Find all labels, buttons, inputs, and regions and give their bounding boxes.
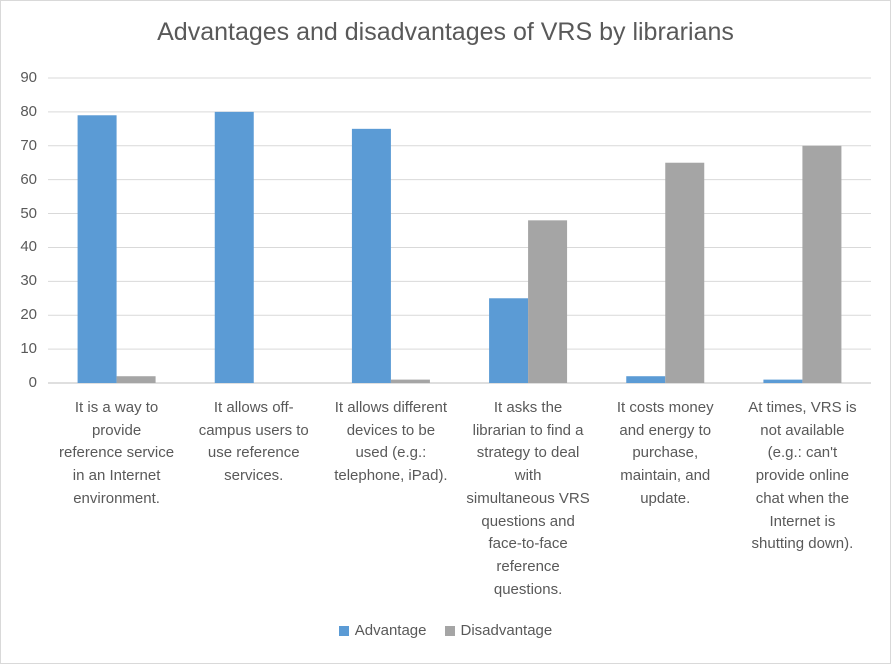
legend: Advantage Disadvantage <box>0 622 891 639</box>
x-tick-label: It is a way to provide reference service… <box>59 399 175 507</box>
y-tick-label: 40 <box>20 238 37 256</box>
bar-advantage-5 <box>626 376 666 383</box>
bar-advantage-1 <box>77 115 117 384</box>
legend-item-disadvantage: Disadvantage <box>444 622 553 639</box>
x-tick-label: At times, VRS is not available (e.g.: ca… <box>748 399 857 553</box>
x-tick-label: It costs money and energy to purchase, m… <box>616 399 714 507</box>
bar-advantage-6 <box>763 379 803 383</box>
bar-advantage-3 <box>351 128 391 383</box>
legend-label-advantage: Advantage <box>354 622 427 639</box>
bar-disadvantage-6 <box>802 145 842 383</box>
bar-advantage-2 <box>214 111 254 383</box>
bar-advantage-4 <box>489 298 529 383</box>
bar-disadvantage-5 <box>665 162 705 383</box>
y-tick-label: 0 <box>28 374 37 391</box>
y-tick-label: 70 <box>20 136 37 154</box>
y-tick-label: 20 <box>20 306 37 324</box>
bar-disadvantage-4 <box>528 220 568 383</box>
legend-swatch-disadvantage <box>444 625 455 636</box>
chart-title: Advantages and disadvantages of VRS by l… <box>157 18 734 46</box>
y-tick-label: 30 <box>20 272 37 290</box>
legend-item-advantage: Advantage <box>338 622 427 639</box>
x-tick-label: It allows off- campus users to use refer… <box>198 399 309 485</box>
y-tick-label: 10 <box>20 340 37 358</box>
y-tick-label: 60 <box>20 170 37 188</box>
y-tick-label: 50 <box>20 204 37 222</box>
bar-disadvantage-3 <box>390 379 430 383</box>
x-tick-label: It asks the librarian to find a strategy… <box>466 399 590 598</box>
bar-disadvantage-1 <box>116 376 156 383</box>
y-tick-label: 90 <box>20 69 37 86</box>
x-tick-label: It allows different devices to be used (… <box>334 399 448 485</box>
y-tick-label: 80 <box>20 102 37 120</box>
legend-label-disadvantage: Disadvantage <box>460 622 553 639</box>
legend-swatch-advantage <box>338 625 349 636</box>
